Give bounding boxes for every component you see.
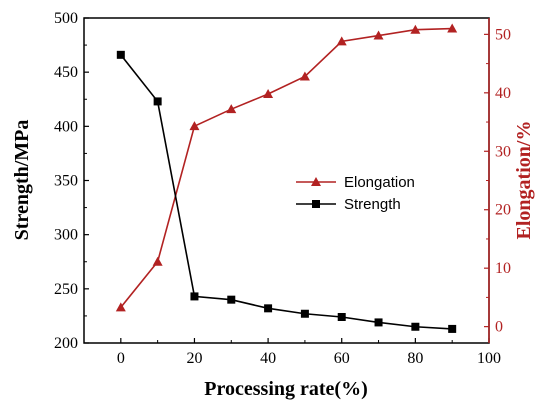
data-point-elongation: [152, 256, 163, 266]
data-point-elongation: [226, 104, 237, 114]
y-left-axis: 200 250 300 350 400 450 500: [54, 10, 89, 352]
data-point-elongation: [189, 121, 200, 131]
y-left-tick-label: 500: [54, 10, 78, 27]
data-point-strength: [411, 322, 420, 331]
x-tick-label: 80: [407, 350, 423, 367]
legend-marker: [312, 200, 320, 208]
y-left-tick-label: 350: [54, 173, 78, 190]
y-left-tick-label: 200: [54, 335, 78, 352]
data-point-strength: [227, 295, 236, 304]
legend-marker: [311, 177, 321, 186]
data-point-elongation: [115, 302, 126, 312]
data-point-strength: [116, 50, 125, 59]
data-point-elongation: [447, 23, 458, 33]
data-point-strength: [448, 324, 457, 333]
data-point-strength: [190, 292, 199, 301]
data-point-strength: [337, 313, 346, 321]
data-point-strength: [374, 318, 383, 327]
x-tick-label: 40: [260, 350, 276, 367]
plot-frame: [83, 17, 490, 344]
series-layer: [115, 23, 458, 333]
data-point-elongation: [299, 71, 310, 81]
y-right-tick-label: 50: [495, 26, 511, 43]
y-right-tick-label: 40: [495, 85, 511, 102]
data-point-strength: [300, 309, 309, 318]
x-tick-label: 20: [186, 350, 202, 367]
y-right-tick-label: 0: [495, 319, 503, 336]
y-left-tick-label: 450: [54, 64, 78, 81]
data-point-elongation: [410, 24, 421, 34]
y-left-axis-title: Strength/MPa: [11, 120, 33, 241]
x-tick-label: 0: [117, 350, 125, 367]
data-point-elongation: [336, 36, 347, 46]
data-point-elongation: [263, 88, 274, 98]
series-line-strength: [120, 54, 453, 330]
y-left-tick-label: 400: [54, 118, 78, 135]
series-line-elongation: [120, 27, 453, 308]
y-right-tick-label: 30: [495, 143, 511, 160]
y-right-tick-label: 20: [495, 202, 511, 219]
data-point-strength: [153, 97, 162, 106]
y-left-tick-label: 250: [54, 281, 78, 298]
y-right-axis: 0 10 20 30 40 50: [484, 18, 511, 343]
legend-label: Strength: [344, 196, 401, 213]
data-point-strength: [264, 304, 273, 313]
legend-label: Elongation: [344, 174, 415, 191]
data-point-elongation: [373, 30, 384, 40]
x-axis-title: Processing rate(%): [204, 378, 367, 400]
y-right-axis-title: Elongation/%: [513, 121, 535, 240]
y-right-tick-label: 10: [495, 260, 511, 277]
x-tick-label: 100: [477, 350, 501, 367]
legend: Elongation Strength: [296, 174, 415, 213]
x-tick-label: 60: [334, 350, 350, 367]
y-left-tick-label: 300: [54, 227, 78, 244]
